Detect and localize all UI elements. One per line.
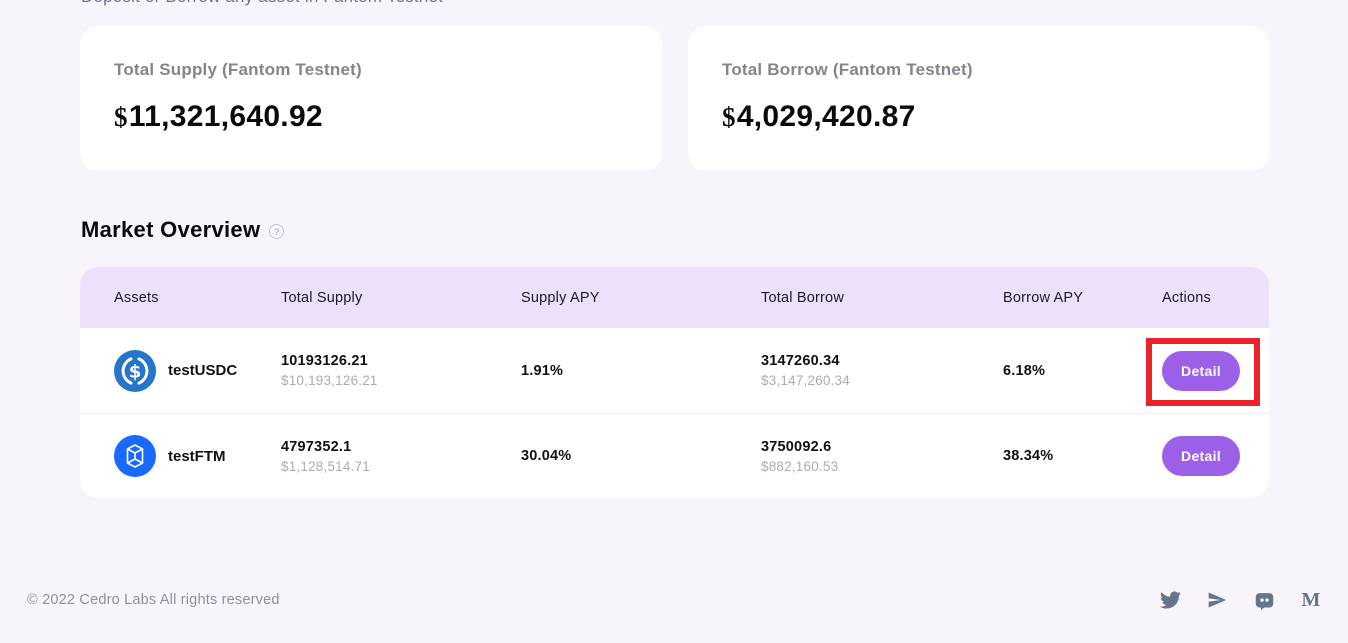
table-row-testftm: testFTM 4797352.1 $1,128,514.71 30.04% 3… [80, 413, 1269, 498]
total-supply-cell: 10193126.21 $10,193,126.21 [281, 353, 521, 388]
supply-token-amount: 4797352.1 [281, 438, 352, 455]
column-header-assets: Assets [114, 289, 159, 306]
column-header-actions: Actions [1162, 289, 1211, 306]
total-borrow-cell: 3147260.34 $3,147,260.34 [761, 353, 1003, 388]
column-header-total-borrow: Total Borrow [761, 289, 844, 306]
asset-name: testFTM [168, 447, 226, 465]
fantom-coin-icon [114, 435, 156, 477]
borrow-token-amount: 3147260.34 [761, 353, 840, 369]
total-supply-value: 11,321,640.92 [128, 100, 323, 133]
help-question-icon[interactable]: ? [269, 224, 285, 239]
currency-symbol: $ [114, 102, 128, 132]
borrow-usd-amount: $882,160.53 [761, 458, 839, 474]
total-supply-card: Total Supply (Fantom Testnet) $11,321,64… [80, 26, 662, 171]
twitter-icon[interactable] [1159, 589, 1181, 611]
social-links: M [1159, 589, 1322, 611]
borrow-usd-amount: $3,147,260.34 [761, 373, 850, 388]
borrow-apy-value: 6.18% [1003, 362, 1046, 379]
total-borrow-cell: 3750092.6 $882,160.53 [761, 439, 1003, 474]
total-borrow-card: Total Borrow (Fantom Testnet) $4,029,420… [688, 26, 1269, 171]
footer: © 2022 Cedro Labs All rights reserved M [0, 589, 1348, 611]
total-supply-label: Total Supply (Fantom Testnet) [114, 60, 362, 79]
total-borrow-label: Total Borrow (Fantom Testnet) [722, 60, 973, 79]
borrow-token-amount: 3750092.6 [761, 438, 832, 455]
market-table: Assets Total Supply Supply APY Total Bor… [80, 267, 1269, 498]
actions-cell: Detail [1162, 436, 1269, 476]
supply-apy-value: 30.04% [521, 448, 572, 464]
svg-text:$: $ [129, 361, 142, 382]
supply-apy-value: 1.91% [521, 362, 564, 379]
usdc-coin-icon: $ [114, 349, 156, 392]
page-tagline-text: Deposit or Borrow any asset in Fantom Te… [81, 0, 443, 7]
supply-usd-amount: $1,128,514.71 [281, 458, 370, 474]
asset-cell: $ testUSDC [114, 349, 281, 392]
page-tagline: Deposit or Borrow any asset in Fantom Te… [81, 0, 443, 7]
medium-icon[interactable]: M [1300, 589, 1322, 611]
actions-cell: Detail [1162, 350, 1269, 391]
supply-token-amount: 10193126.21 [281, 353, 368, 369]
table-header-row: Assets Total Supply Supply APY Total Bor… [80, 267, 1269, 328]
telegram-icon[interactable] [1206, 589, 1228, 611]
asset-name: testUSDC [168, 362, 238, 379]
borrow-apy-value: 38.34% [1003, 448, 1054, 464]
page-title: Market Overview [81, 217, 261, 242]
copyright-text: © 2022 Cedro Labs All rights reserved [27, 592, 280, 608]
medium-m-glyph: M [1301, 589, 1321, 611]
market-overview-header: Market Overview ? [81, 217, 285, 243]
total-borrow-value: 4,029,420.87 [736, 100, 916, 133]
asset-cell: testFTM [114, 435, 281, 477]
table-row-testusdc: $ testUSDC 10193126.21 $10,193,126.21 1.… [80, 328, 1269, 413]
detail-button-testftm[interactable]: Detail [1162, 436, 1240, 476]
total-borrow-amount: $4,029,420.87 [722, 100, 1235, 134]
supply-usd-amount: $10,193,126.21 [281, 373, 378, 388]
column-header-total-supply: Total Supply [281, 289, 363, 306]
column-header-borrow-apy: Borrow APY [1003, 289, 1084, 306]
discord-icon[interactable] [1253, 589, 1275, 611]
column-header-supply-apy: Supply APY [521, 289, 600, 306]
detail-button-testusdc[interactable]: Detail [1162, 350, 1240, 391]
total-supply-cell: 4797352.1 $1,128,514.71 [281, 439, 521, 474]
currency-symbol: $ [722, 102, 736, 132]
total-supply-amount: $11,321,640.92 [114, 100, 628, 134]
